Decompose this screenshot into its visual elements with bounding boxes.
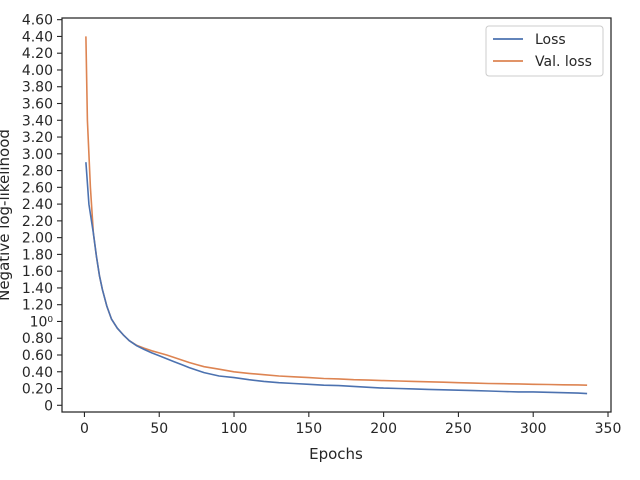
- y-tick-label: 3.00: [22, 147, 53, 163]
- series-line-loss: [85, 162, 588, 395]
- y-tick-label: 1.80: [22, 247, 53, 263]
- x-tick-label: 0: [80, 421, 89, 437]
- y-tick-label: 2.80: [22, 164, 53, 180]
- x-axis: 0 50 100 150 200 250 300 350: [80, 412, 621, 437]
- y-tick-label: 2.60: [22, 180, 53, 196]
- y-tick-label: 3.40: [22, 113, 53, 129]
- x-tick-label: 150: [295, 421, 322, 437]
- x-tick-label: 200: [370, 421, 397, 437]
- y-axis: 00.200.400.600.8010⁰1.201.401.601.802.00…: [22, 13, 62, 414]
- plot-area: [61, 17, 612, 413]
- y-tick-label: 1.60: [22, 264, 53, 280]
- y-tick-label: 0.60: [22, 348, 53, 364]
- y-tick-label: 10⁰: [30, 314, 54, 330]
- y-axis-label: Negative log-likelihood: [0, 129, 13, 301]
- y-tick-label: 4.60: [22, 13, 53, 29]
- legend-label-loss: Loss: [535, 32, 566, 48]
- y-tick-label: 2.20: [22, 214, 53, 230]
- y-tick-label: 3.20: [22, 130, 53, 146]
- legend-label-val-loss: Val. loss: [535, 54, 592, 70]
- y-tick-label: 0: [44, 398, 53, 414]
- y-tick-label: 4.40: [22, 29, 53, 45]
- y-tick-label: 1.40: [22, 281, 53, 297]
- y-tick-label: 1.20: [22, 298, 53, 314]
- y-tick-label: 4.20: [22, 46, 53, 62]
- y-tick-label: 4.00: [22, 63, 53, 79]
- y-tick-label: 0.80: [22, 331, 53, 347]
- legend: Loss Val. loss: [485, 25, 604, 77]
- x-tick-label: 50: [150, 421, 168, 437]
- x-tick-label: 300: [520, 421, 547, 437]
- y-tick-label: 0.40: [22, 365, 53, 381]
- y-tick-label: 3.80: [22, 80, 53, 96]
- y-tick-label: 3.60: [22, 97, 53, 113]
- x-tick-label: 250: [445, 421, 472, 437]
- x-axis-label: Epochs: [309, 445, 363, 463]
- series-lines: [85, 36, 588, 395]
- y-tick-label: 2.40: [22, 197, 53, 213]
- y-tick-label: 2.00: [22, 231, 53, 247]
- x-tick-label: 100: [221, 421, 248, 437]
- x-tick-label: 350: [595, 421, 622, 437]
- y-tick-label: 0.20: [22, 382, 53, 398]
